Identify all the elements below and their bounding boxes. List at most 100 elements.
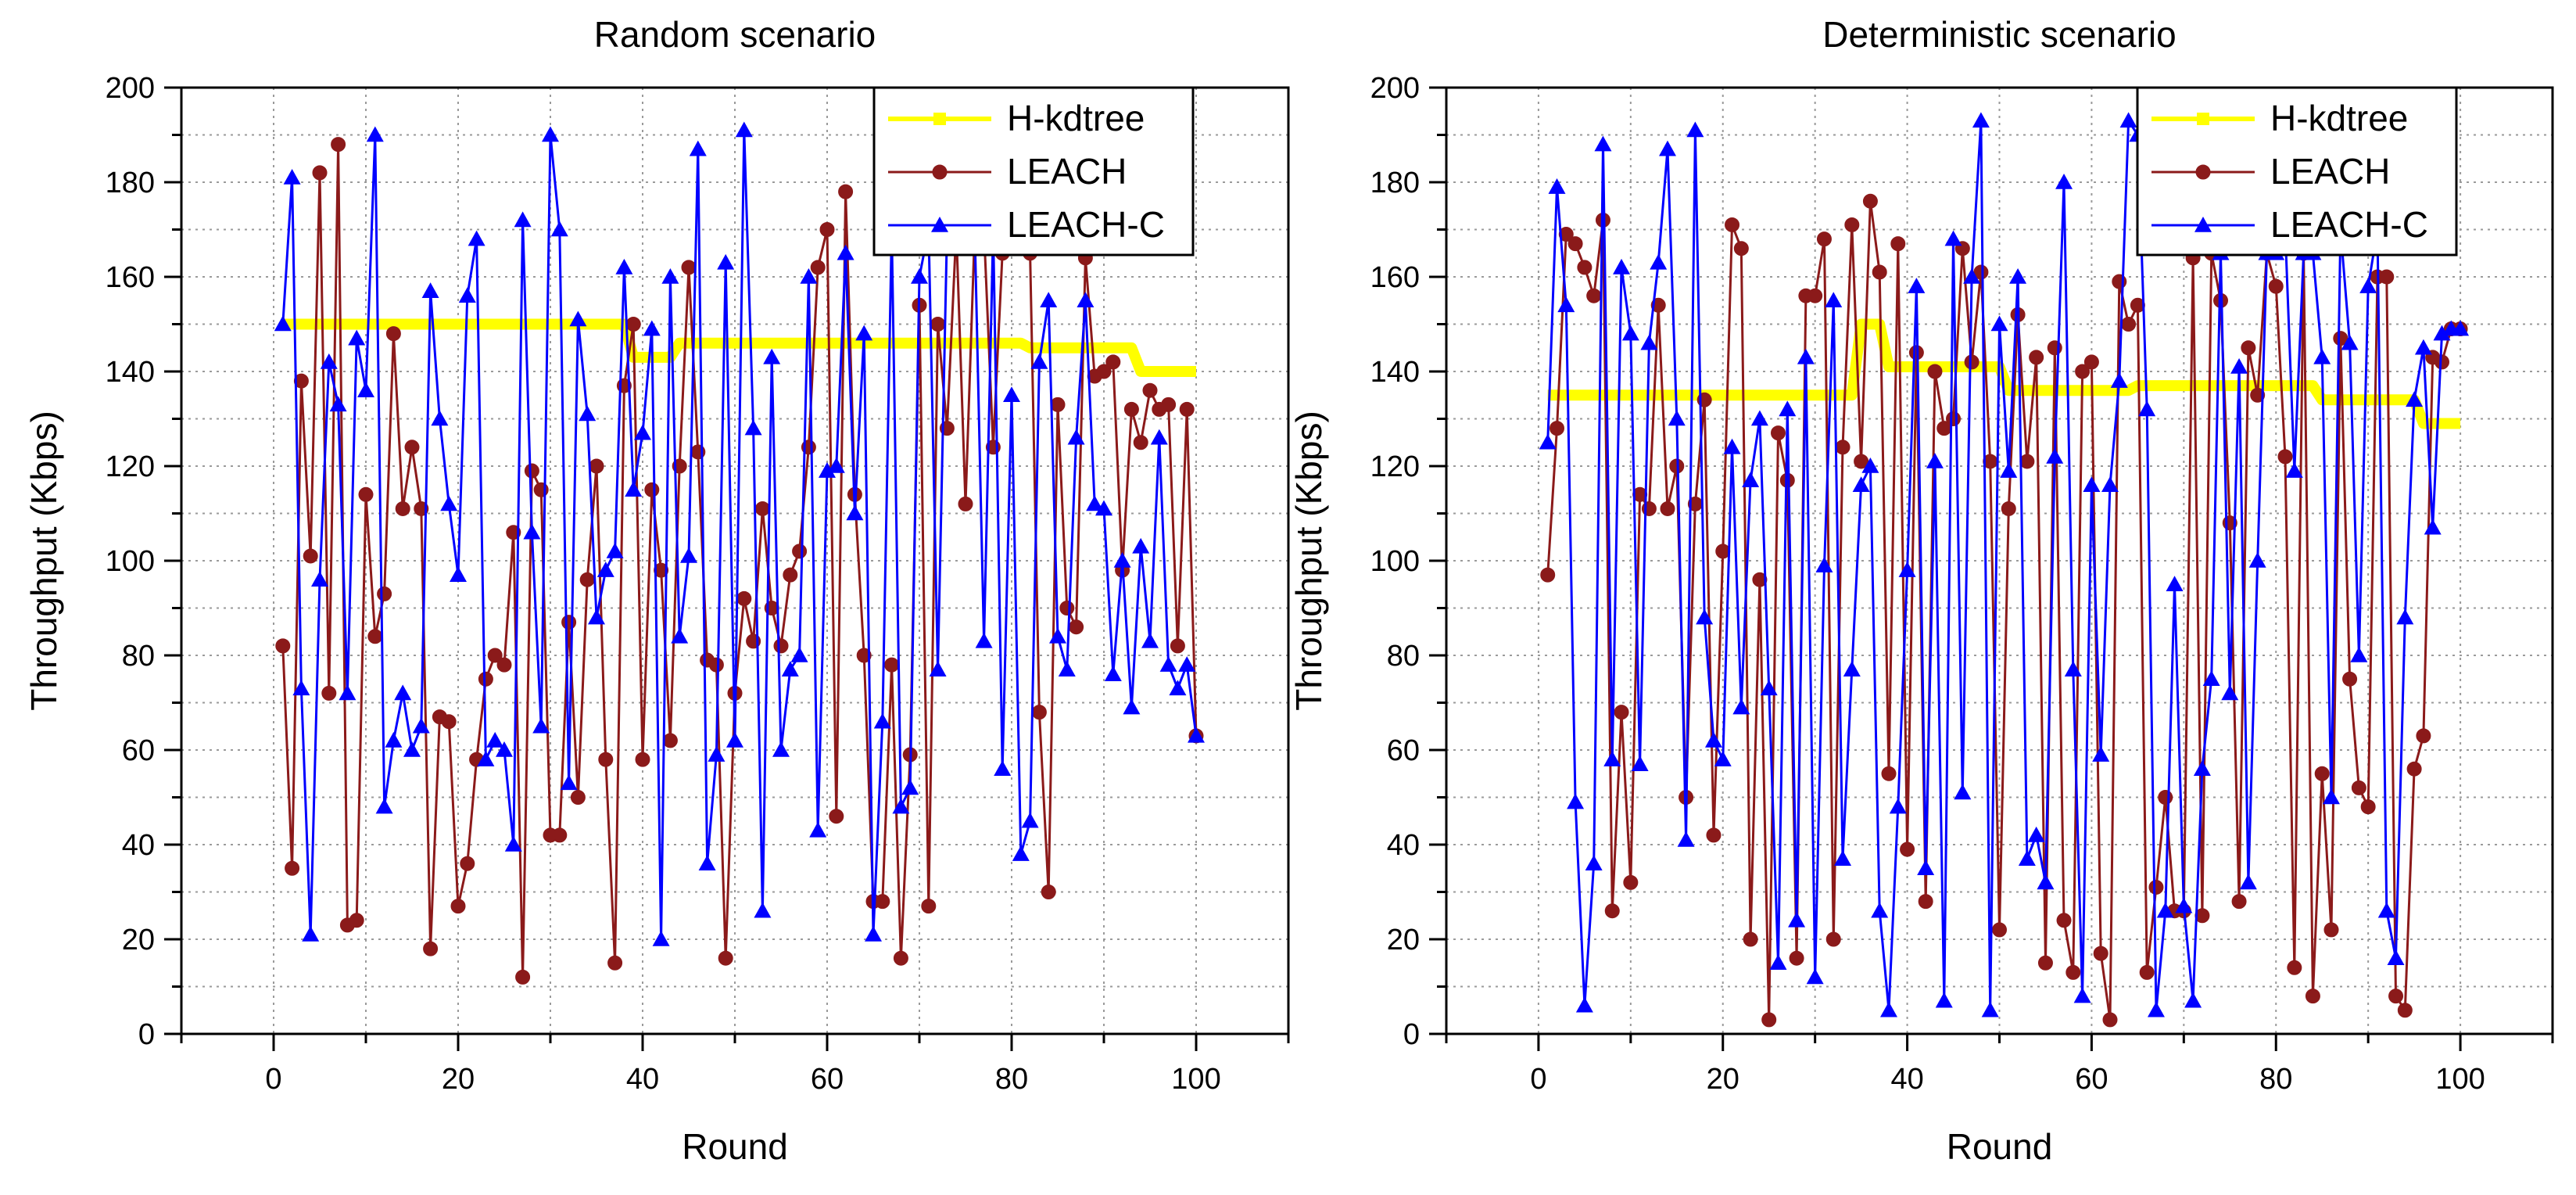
data-point-leach-c [1548,178,1566,194]
x-tick-label: 80 [2259,1063,2292,1096]
data-point-leach-c [375,798,393,814]
data-point-leach [856,648,872,663]
data-point-leach-c [1972,112,1990,128]
data-point-leach [1577,260,1593,275]
data-point-leach-c [1650,253,1668,270]
data-point-leach-c [2166,576,2184,592]
data-point-leach [1059,601,1075,615]
data-point-leach [736,590,752,606]
data-point-leach-c [2387,949,2405,965]
series-line-leach-c [281,129,1198,941]
data-point-leach-c [357,382,374,397]
y-tick-label: 180 [106,167,155,199]
data-point-leach-c [1686,121,1704,138]
data-point-leach-c [1889,798,1907,814]
y-axis-label: Throughput (Kbps) [23,411,64,711]
data-point-leach [515,969,531,985]
y-tick-label: 180 [1370,167,1420,199]
data-point-leach-c [274,315,292,332]
data-point-leach-c [514,211,532,228]
data-point-leach [1142,382,1158,398]
data-point-leach [2333,331,2348,346]
data-point-leach-c [1575,996,1593,1013]
legend-label-leach: LEACH [1007,151,1127,192]
data-point-leach-c [2156,902,2174,918]
data-point-leach-c [1797,348,1815,364]
data-point-leach [293,373,309,389]
data-point-leach-c [385,731,403,748]
data-point-leach-c [320,353,338,369]
data-point-leach [1179,401,1195,417]
data-point-leach-c [634,424,651,440]
data-point-leach [607,955,623,971]
data-point-leach-c [588,608,605,625]
data-point-leach [708,657,724,673]
data-point-leach [2075,364,2091,379]
data-point-leach [1540,567,1556,583]
data-point-leach-c [523,523,541,540]
data-point-leach-c [708,746,726,762]
axis-ticks: 0 20 40 60 80 100 0 20 40 60 80 100 120 140 160 180 200 [106,72,1290,1096]
data-point-leach-c [403,741,421,757]
data-point-leach-c [2239,874,2257,890]
data-point-leach [524,463,539,479]
data-point-leach [1641,501,1657,516]
data-point-leach [1900,842,1915,857]
data-point-leach [2093,946,2108,961]
data-point-leach-c [1779,400,1797,417]
data-point-leach-c [1944,230,1962,246]
data-point-leach-c [1760,680,1778,696]
data-point-leach-c [1898,562,1916,577]
data-point-leach-c [763,348,781,364]
data-point-leach [718,950,733,966]
data-point-leach [1550,421,1564,436]
data-point-leach-c [283,168,301,185]
data-point-leach-c [2000,462,2018,478]
data-point-leach-c [1825,292,1843,308]
data-point-leach [2388,989,2404,1004]
data-point-leach-c [2359,278,2377,293]
data-point-leach-c [2027,826,2045,842]
data-point-leach-c [2046,447,2064,464]
data-point-leach-c [2184,992,2202,1008]
data-point-leach [773,638,789,654]
data-point-leach-c [2350,647,2368,662]
data-point-leach-c [1613,258,1631,275]
data-point-leach-c [1963,268,1981,284]
data-point-leach-c [901,779,919,795]
data-point-leach [2241,340,2256,356]
data-point-leach [570,790,586,805]
data-point-leach-c [458,287,476,303]
data-point-leach [496,657,512,673]
x-tick-label: 40 [626,1063,659,1096]
data-point-leach-c [744,419,762,436]
data-point-leach [2314,766,2330,781]
data-point-leach-c [1935,992,1953,1008]
data-point-leach-c [754,902,772,918]
data-point-leach-c [366,126,384,142]
data-point-leach-c [975,632,993,648]
data-point-leach [681,260,697,275]
data-point-leach [2083,354,2099,370]
data-point-leach [2268,278,2284,294]
data-point-leach-c [412,717,430,734]
data-point-leach-c [2452,320,2470,336]
data-point-leach [1096,364,1112,379]
data-point-leach [2277,449,2293,465]
data-point-leach-c [2083,476,2101,492]
data-point-leach-c [994,760,1012,776]
data-point-leach-c [1714,751,1732,766]
data-point-leach [1604,903,1620,919]
data-point-leach [1660,501,1675,516]
data-point-leach [312,165,328,181]
data-point-leach-c [606,542,624,558]
data-point-leach [829,809,844,824]
data-point-leach [921,899,937,914]
data-point-leach [783,567,798,583]
data-point-leach [1558,227,1574,242]
data-point-leach [654,562,669,578]
legend-marker [2194,217,2212,232]
data-point-leach-c [1030,353,1048,369]
data-point-leach-c [2175,897,2193,913]
legend [872,86,1195,257]
